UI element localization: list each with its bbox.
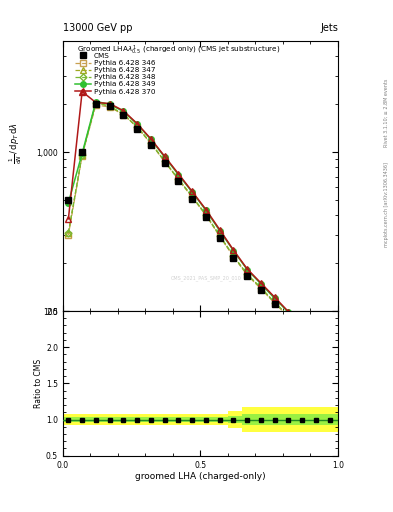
Legend: CMS, Pythia 6.428 346, Pythia 6.428 347, Pythia 6.428 348, Pythia 6.428 349, Pyt: CMS, Pythia 6.428 346, Pythia 6.428 347,… [72,50,158,97]
Bar [77,417,90,422]
X-axis label: groomed LHA (charged-only): groomed LHA (charged-only) [135,472,266,481]
Text: Rivet 3.1.10; ≥ 2.8M events: Rivet 3.1.10; ≥ 2.8M events [384,78,389,147]
Bar [242,407,255,432]
Bar [145,417,159,422]
Bar [63,414,77,424]
Bar [90,414,104,424]
Bar [228,411,242,428]
Text: mcplots.cern.ch [arXiv:1306.3436]: mcplots.cern.ch [arXiv:1306.3436] [384,162,389,247]
Bar [269,407,283,432]
Text: Groomed LHA$\lambda^{1}_{0.5}$ (charged only) (CMS jet substructure): Groomed LHA$\lambda^{1}_{0.5}$ (charged … [77,44,280,57]
Bar [90,417,104,422]
Text: $\frac{1}{\mathrm{d}N}\,/\,\mathrm{d}p_T\,\mathrm{d}\lambda$: $\frac{1}{\mathrm{d}N}\,/\,\mathrm{d}p_T… [7,122,24,164]
Bar [297,407,310,432]
Bar [324,407,338,432]
Bar [200,417,214,422]
Bar [214,414,228,424]
Bar [228,416,242,423]
Bar [310,407,324,432]
Bar [118,417,132,422]
Bar [324,414,338,425]
Bar [200,414,214,424]
Text: Jets: Jets [320,23,338,33]
Y-axis label: Ratio to CMS: Ratio to CMS [34,359,43,408]
Bar [104,414,118,424]
Bar [173,417,187,422]
Bar [310,414,324,425]
Bar [242,414,255,425]
Bar [118,414,132,424]
Bar [173,414,187,424]
Bar [132,417,145,422]
Bar [255,414,269,425]
Text: 13000 GeV pp: 13000 GeV pp [63,23,132,33]
Bar [283,414,297,425]
Bar [145,414,159,424]
Bar [187,417,200,422]
Bar [159,414,173,424]
Bar [283,407,297,432]
Bar [159,417,173,422]
Bar [297,414,310,425]
Text: CMS_2021_PAS_SMP_20_010: CMS_2021_PAS_SMP_20_010 [171,276,241,282]
Bar [63,417,77,422]
Bar [269,414,283,425]
Bar [132,414,145,424]
Bar [187,414,200,424]
Bar [104,417,118,422]
Bar [214,417,228,422]
Bar [77,414,90,424]
Bar [255,407,269,432]
